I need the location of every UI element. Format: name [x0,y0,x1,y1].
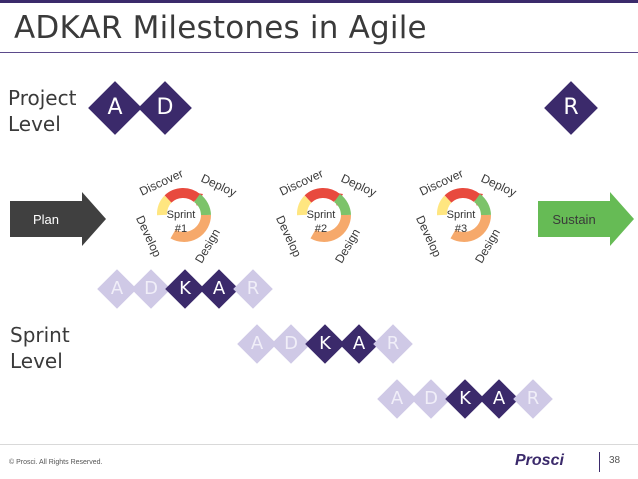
sprint-2-label-line1: Sprint [307,209,336,221]
sprint-2-d-label: D [284,333,298,354]
title-divider [0,52,638,53]
sprint-3-r-label: R [526,388,540,409]
copyright-text: © Prosci. All Rights Reserved. [9,459,103,466]
sprint-1-deploy-label: Deploy [199,171,239,199]
sprint-level-label: Sprint Level [10,322,70,374]
plan-arrow: Plan [10,192,106,246]
sprint-1-a2-label: A [212,278,226,299]
sprint-2-a2-label: A [352,333,366,354]
sprint-3-deploy-label: Deploy [479,171,519,199]
sprint-level-label-line1: Sprint [10,323,70,347]
sprint-1-k-label: K [179,278,191,299]
sprint-2-k-label: K [319,333,331,354]
sprint-3-a-label: A [390,388,404,409]
logo-divider [599,452,600,472]
sprint-1-cycle: Sprint #1 Discover Deploy Develop Design [133,166,239,266]
project-milestone-d-label: D [156,95,174,120]
sustain-label: Sustain [552,212,595,227]
project-level-label: Project Level [8,85,76,137]
sprint-2-label-line2: #2 [315,223,327,235]
sprint-3-k-label: K [459,388,471,409]
sprint-2-develop-label: Develop [273,213,304,259]
project-level-label-line2: Level [8,112,61,136]
sprint-2-r-label: R [386,333,400,354]
project-level-label-line1: Project [8,86,77,110]
project-milestone-a-label: A [107,95,123,120]
sprint-1-label-line1: Sprint [167,209,196,221]
top-accent-bar [0,0,638,3]
sprint-3-label-line1: Sprint [447,209,476,221]
sprint-2-deploy-label: Deploy [339,171,379,199]
slide-title: ADKAR Milestones in Agile [14,10,427,46]
sprint-1-a-label: A [110,278,124,299]
sprint-1-d-label: D [144,278,158,299]
sprint-1-label-line2: #1 [175,223,187,235]
sprint-3-label-line2: #3 [455,223,467,235]
sprint-3-a2-label: A [492,388,506,409]
sprint-level-label-line2: Level [10,349,63,373]
sprint-3-cycle: Sprint #3 Discover Deploy Develop Design [413,166,519,266]
sprint-1-develop-label: Develop [133,213,164,259]
sprint-3-develop-label: Develop [413,213,444,259]
plan-label: Plan [33,212,59,227]
footer-divider [0,444,638,445]
prosci-logo: Prosci [515,452,564,469]
sprint-2-a-label: A [250,333,264,354]
sprint-1-r-label: R [246,278,260,299]
sustain-arrow: Sustain [538,192,634,246]
project-milestone-r-label: R [563,95,579,120]
sprint-3-d-label: D [424,388,438,409]
sprint-2-cycle: Sprint #2 Discover Deploy Develop Design [273,166,379,266]
page-number: 38 [609,455,621,466]
